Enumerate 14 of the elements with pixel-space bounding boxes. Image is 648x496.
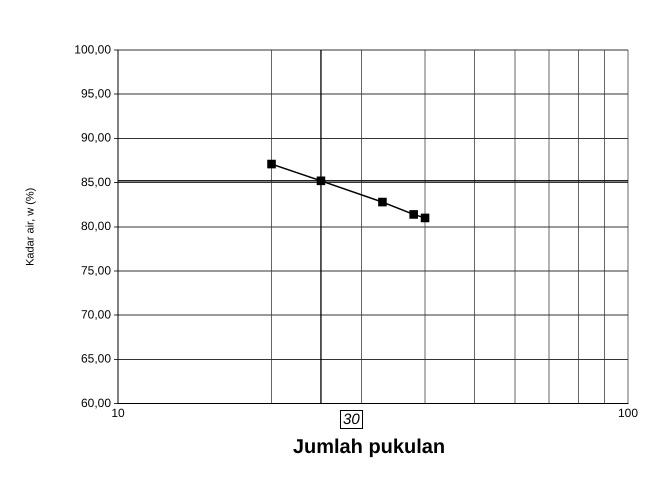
y-tick-label: 95,00 — [80, 86, 112, 101]
y-tick-label: 70,00 — [80, 308, 112, 322]
y-tick-label: 90,00 — [80, 130, 112, 145]
y-tick-label: 75,00 — [80, 263, 112, 278]
y-tick-label: 85,00 — [80, 174, 112, 189]
x-axis-title: Jumlah pukulan — [292, 436, 446, 459]
x-tick-label: 100 — [618, 406, 638, 420]
x-tick-label: 10 — [111, 406, 125, 420]
text: 30 — [340, 410, 363, 429]
y-tick-label: 65,00 — [80, 352, 112, 366]
y-tick-label: 80,00 — [80, 219, 112, 234]
y-tick-label: 60,00 — [80, 396, 112, 410]
y-axis-title: Kadar air, w (%) — [24, 188, 37, 266]
y-tick-label: 100,00 — [74, 42, 112, 56]
